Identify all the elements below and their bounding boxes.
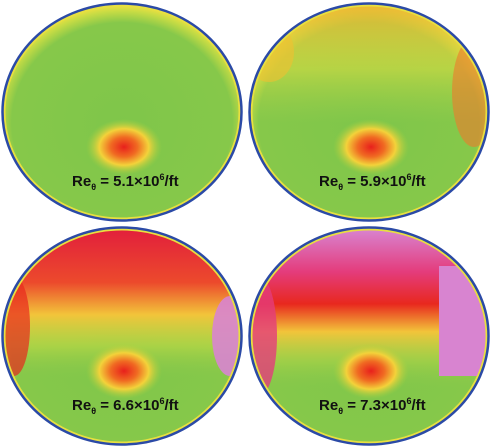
- label-unit: /ft: [164, 173, 178, 190]
- hot-spot: [333, 343, 409, 399]
- label-base: Re: [72, 397, 91, 414]
- label-base: Re: [72, 173, 91, 190]
- heat-map-panel: Reθ = 5.9×106/ft: [244, 4, 490, 221]
- label-unit: /ft: [411, 397, 425, 414]
- hot-spot: [86, 343, 162, 399]
- label-base: Re: [319, 397, 338, 414]
- figure: Reθ = 5.1×106/ftReθ = 5.9×106/ftReθ = 6.…: [0, 0, 490, 448]
- hot-spot: [86, 119, 162, 175]
- heat-map-panel: Reθ = 7.3×106/ft: [241, 228, 489, 445]
- panels: Reθ = 5.1×106/ftReθ = 5.9×106/ftReθ = 6.…: [0, 4, 490, 445]
- label-base: Re: [319, 173, 338, 190]
- label-unit: /ft: [411, 173, 425, 190]
- heat-map-panel: Reθ = 6.6×106/ft: [0, 228, 248, 445]
- surface-features: [86, 119, 162, 175]
- edge-patch: [439, 266, 489, 376]
- label-value: = 7.3×10: [343, 397, 406, 414]
- label-value: = 5.9×10: [343, 173, 406, 190]
- label-value: = 6.6×10: [96, 397, 159, 414]
- hot-spot: [333, 119, 409, 175]
- heat-map-panel: Reθ = 5.1×106/ft: [3, 4, 242, 221]
- label-value: = 5.1×10: [96, 173, 159, 190]
- label-unit: /ft: [164, 397, 178, 414]
